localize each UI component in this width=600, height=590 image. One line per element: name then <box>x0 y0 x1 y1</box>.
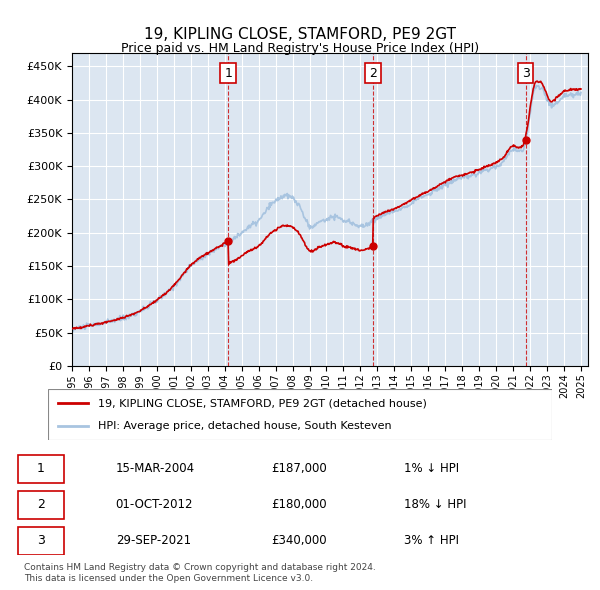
Text: £340,000: £340,000 <box>271 534 327 547</box>
FancyBboxPatch shape <box>18 455 64 483</box>
Text: 29-SEP-2021: 29-SEP-2021 <box>116 534 191 547</box>
Text: 18% ↓ HPI: 18% ↓ HPI <box>404 498 466 511</box>
Text: 15-MAR-2004: 15-MAR-2004 <box>116 462 195 475</box>
Text: 01-OCT-2012: 01-OCT-2012 <box>116 498 193 511</box>
Text: 2: 2 <box>37 498 45 511</box>
Text: 1: 1 <box>37 462 45 475</box>
Text: 19, KIPLING CLOSE, STAMFORD, PE9 2GT: 19, KIPLING CLOSE, STAMFORD, PE9 2GT <box>144 27 456 41</box>
Text: Contains HM Land Registry data © Crown copyright and database right 2024.
This d: Contains HM Land Registry data © Crown c… <box>24 563 376 583</box>
Text: 2: 2 <box>369 67 377 80</box>
Text: 1% ↓ HPI: 1% ↓ HPI <box>404 462 459 475</box>
Text: £180,000: £180,000 <box>271 498 327 511</box>
FancyBboxPatch shape <box>48 389 552 440</box>
Text: 1: 1 <box>224 67 232 80</box>
Text: 19, KIPLING CLOSE, STAMFORD, PE9 2GT (detached house): 19, KIPLING CLOSE, STAMFORD, PE9 2GT (de… <box>98 398 427 408</box>
FancyBboxPatch shape <box>18 491 64 519</box>
Text: 3: 3 <box>522 67 530 80</box>
Text: 3: 3 <box>37 534 45 547</box>
Text: Price paid vs. HM Land Registry's House Price Index (HPI): Price paid vs. HM Land Registry's House … <box>121 42 479 55</box>
Text: £187,000: £187,000 <box>271 462 327 475</box>
Text: HPI: Average price, detached house, South Kesteven: HPI: Average price, detached house, Sout… <box>98 421 392 431</box>
Text: 3% ↑ HPI: 3% ↑ HPI <box>404 534 458 547</box>
FancyBboxPatch shape <box>18 527 64 555</box>
